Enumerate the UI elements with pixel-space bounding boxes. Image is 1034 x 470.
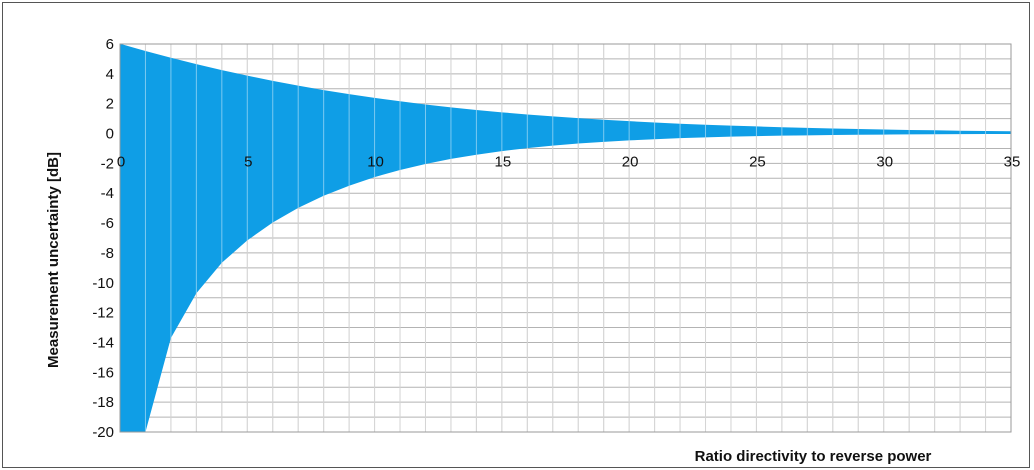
y-tick-label: -16: [92, 364, 114, 381]
x-tick-label: 0: [117, 154, 125, 171]
y-tick-label: -12: [92, 305, 114, 322]
uncertainty-band: [120, 43, 1011, 432]
y-tick-label: 2: [106, 96, 114, 113]
y-tick-labels: 6 4 2 0 -2 -4 -6 -8 -10 -12 -14 -16 -18 -20: [92, 36, 114, 441]
y-tick-label: -4: [101, 185, 114, 202]
y-tick-label: 4: [106, 66, 114, 83]
y-tick-label: -10: [92, 275, 114, 292]
x-tick-label: 25: [749, 154, 766, 171]
y-tick-label: -8: [101, 245, 114, 262]
y-tick-label: -18: [92, 394, 114, 411]
y-tick-label: -20: [92, 424, 114, 441]
y-tick-label: -6: [101, 215, 114, 232]
x-tick-label: 20: [622, 154, 639, 171]
x-tick-label: 35: [1004, 154, 1021, 171]
y-tick-label: -2: [101, 155, 114, 172]
x-axis-title: Ratio directivity to reverse power: [695, 448, 932, 465]
x-tick-label: 15: [495, 154, 512, 171]
x-tick-label: 10: [367, 154, 384, 171]
y-tick-label: 6: [106, 36, 114, 53]
grid-overlay: [119, 43, 1012, 433]
y-tick-label: 0: [106, 126, 114, 143]
x-tick-labels: 0 5 10 15 20 25 30 35: [117, 154, 1021, 171]
x-tick-label: 5: [244, 154, 252, 171]
plot-border: [119, 43, 1012, 433]
y-tick-label: -14: [92, 334, 114, 351]
x-tick-label: 30: [876, 154, 893, 171]
y-axis-title: Measurement uncertainty [dB]: [45, 152, 62, 368]
